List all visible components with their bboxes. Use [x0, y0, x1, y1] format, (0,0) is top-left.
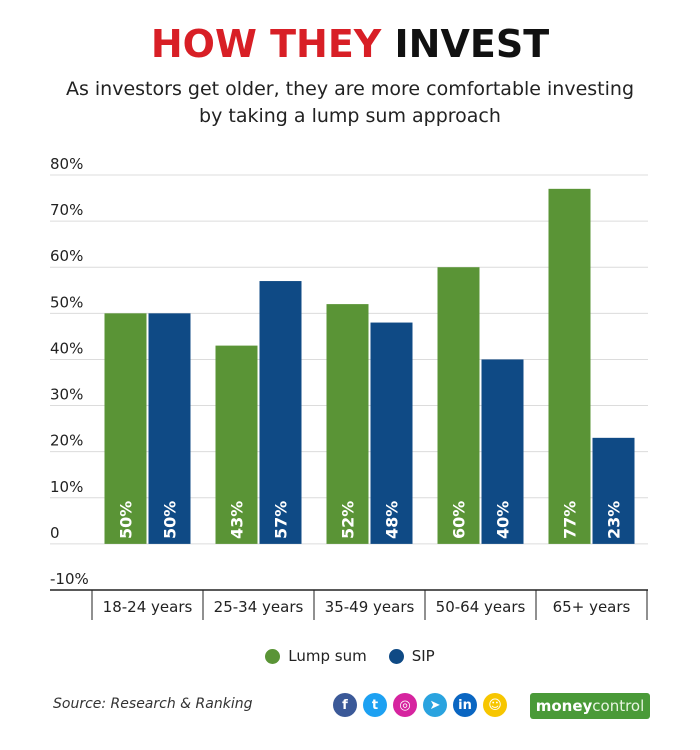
bar-lump-sum	[437, 267, 480, 544]
snapchat-icon[interactable]: ☺	[483, 693, 507, 717]
chart-subtitle: As investors get older, they are more co…	[65, 78, 635, 127]
x-tick-label: 35-49 years	[325, 598, 415, 616]
legend-label-lump-sum: Lump sum	[288, 647, 367, 665]
linkedin-icon[interactable]: in	[453, 693, 477, 717]
title-part-1: HOW THEY	[150, 22, 382, 66]
data-label: 23%	[605, 501, 624, 539]
social-icons: f t ◎ ➤ in ☺	[333, 693, 507, 717]
twitter-icon[interactable]: t	[363, 693, 387, 717]
y-tick-label: 20%	[50, 432, 83, 450]
y-tick-label: 80%	[50, 155, 83, 173]
bar-sip	[259, 281, 302, 544]
logo-control: control	[592, 697, 645, 715]
bar-sip	[370, 322, 413, 544]
chart-title: HOW THEY INVEST	[0, 22, 700, 66]
logo-money: money	[535, 697, 593, 715]
y-tick-label: 30%	[50, 386, 83, 404]
bar-lump-sum	[548, 188, 591, 544]
x-tick-label: 25-34 years	[214, 598, 304, 616]
data-label: 77%	[561, 501, 580, 539]
telegram-icon[interactable]: ➤	[423, 693, 447, 717]
legend-item-sip: SIP	[388, 647, 435, 665]
bar-sip	[592, 437, 635, 544]
data-label: 60%	[450, 501, 469, 539]
bar-sip	[148, 313, 191, 544]
facebook-icon[interactable]: f	[333, 693, 357, 717]
legend-label-sip: SIP	[411, 647, 435, 665]
bar-lump-sum	[104, 313, 147, 544]
data-label: 48%	[383, 501, 402, 539]
data-label: 57%	[272, 501, 291, 539]
bar-sip	[481, 359, 524, 544]
data-label: 50%	[117, 501, 136, 539]
y-tick-label: 10%	[50, 478, 83, 496]
bar-chart: 80% 70% 60% 50% 40% 30% 20% 10% 0 -10% 18-24 years…	[50, 155, 648, 620]
source-note: Source: Research & Ranking	[53, 696, 253, 712]
data-label: 43%	[228, 501, 247, 539]
y-tick-label: 40%	[50, 339, 83, 357]
y-tick-label: 70%	[50, 201, 83, 219]
legend: Lump sum SIP	[0, 647, 700, 665]
legend-swatch-lump-sum	[265, 648, 281, 664]
data-label: 52%	[339, 501, 358, 539]
title-part-2: INVEST	[394, 22, 550, 66]
data-label: 40%	[494, 501, 513, 539]
bar-lump-sum	[215, 345, 258, 544]
x-tick-label: 50-64 years	[436, 598, 526, 616]
y-tick-label: -10%	[50, 570, 89, 588]
x-tick-label: 65+ years	[553, 598, 631, 616]
instagram-icon[interactable]: ◎	[393, 693, 417, 717]
y-tick-label: 60%	[50, 247, 83, 265]
x-tick-label: 18-24 years	[103, 598, 193, 616]
data-label: 50%	[161, 501, 180, 539]
y-tick-label: 50%	[50, 293, 83, 311]
legend-swatch-sip	[388, 648, 404, 664]
legend-item-lump-sum: Lump sum	[265, 647, 367, 665]
y-tick-label: 0	[50, 524, 60, 542]
moneycontrol-logo: money control	[530, 693, 650, 719]
bar-lump-sum	[326, 304, 369, 544]
